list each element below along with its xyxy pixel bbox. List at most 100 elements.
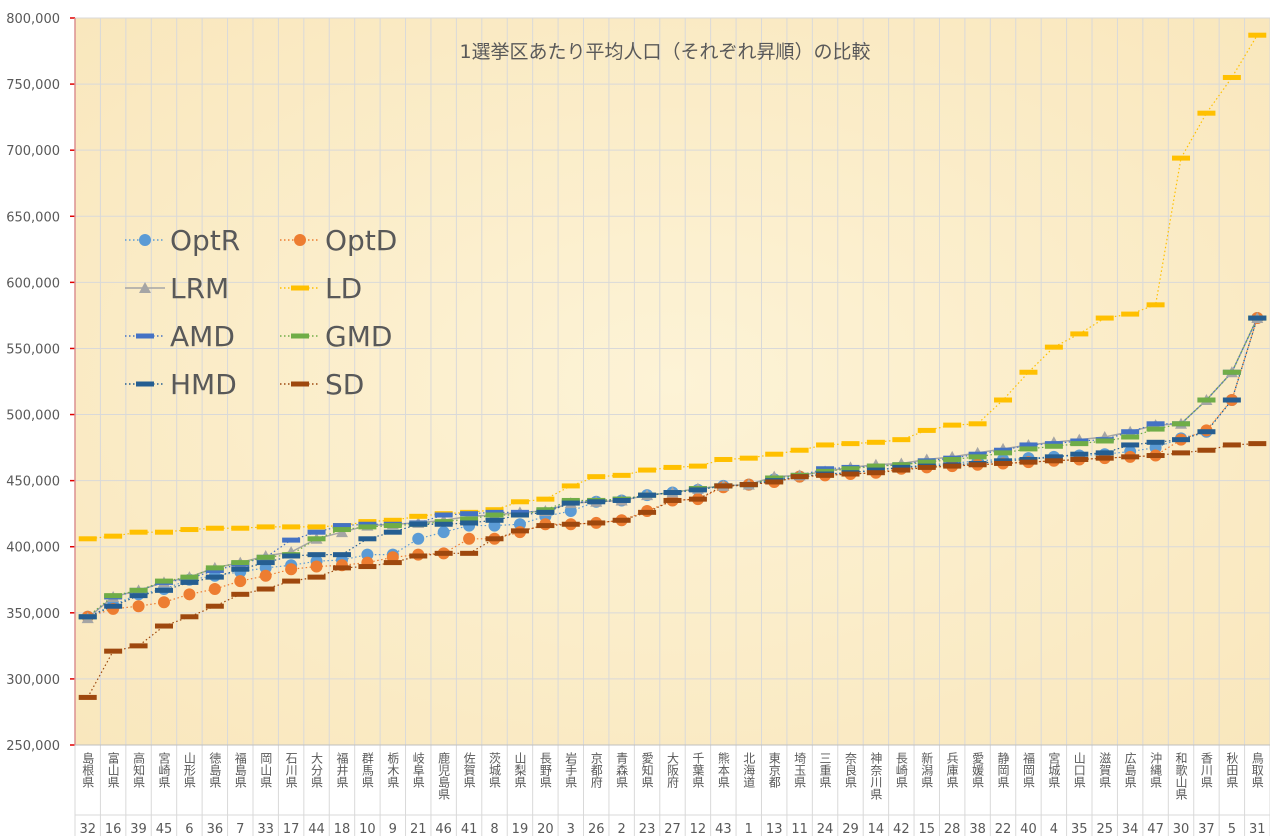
- data-point: [1019, 459, 1038, 465]
- data-point: [180, 574, 199, 580]
- data-point: [282, 537, 301, 543]
- data-point: [180, 614, 199, 620]
- data-point: [1222, 74, 1241, 80]
- y-tick-label: 700,000: [6, 144, 60, 159]
- category-number: 28: [944, 822, 961, 836]
- data-point: [1121, 434, 1140, 440]
- category-number: 35: [1071, 822, 1088, 836]
- data-point: [1095, 315, 1114, 321]
- data-point: [1172, 421, 1191, 427]
- y-tick-label: 250,000: [6, 739, 60, 754]
- category-number: 43: [715, 822, 732, 836]
- data-point: [587, 520, 606, 526]
- x-tick-label: 沖縄県: [1149, 752, 1163, 788]
- x-tick-label: 愛媛県: [971, 752, 985, 788]
- data-point: [129, 593, 148, 599]
- legend-label: AMD: [170, 320, 235, 353]
- data-point: [1019, 442, 1038, 448]
- data-point: [866, 467, 885, 473]
- category-number: 46: [435, 822, 452, 836]
- data-point: [816, 466, 835, 472]
- data-point: [437, 526, 450, 539]
- x-tick-label: 和歌山県: [1174, 752, 1188, 800]
- data-point: [154, 623, 173, 629]
- data-point: [1146, 302, 1165, 308]
- data-point: [129, 587, 148, 593]
- data-point: [78, 614, 97, 620]
- data-point: [841, 471, 860, 477]
- data-point: [485, 536, 504, 542]
- data-point: [231, 525, 250, 531]
- data-point: [285, 563, 298, 576]
- data-point: [282, 524, 301, 530]
- category-number: 37: [1198, 822, 1215, 836]
- x-tick-label: 愛知県: [640, 752, 654, 788]
- data-point: [208, 583, 221, 596]
- category-number: 13: [766, 822, 783, 836]
- y-tick-label: 650,000: [6, 210, 60, 225]
- data-point: [816, 468, 835, 474]
- x-tick-label: 鳥取県: [1250, 751, 1264, 788]
- data-point: [307, 574, 326, 580]
- legend-label: LD: [325, 272, 362, 305]
- category-number: 14: [868, 822, 885, 836]
- data-point: [765, 451, 784, 457]
- x-tick-label: 栃木県: [386, 752, 400, 788]
- x-tick-label: 京都府: [589, 752, 603, 788]
- y-tick-label: 400,000: [6, 541, 60, 556]
- data-point: [256, 560, 275, 566]
- data-point: [332, 523, 351, 529]
- y-tick-label: 350,000: [6, 607, 60, 622]
- data-point: [383, 560, 402, 566]
- data-point: [1146, 426, 1165, 432]
- y-tick-label: 300,000: [6, 673, 60, 688]
- data-point: [968, 451, 987, 457]
- y-tick-label: 550,000: [6, 342, 60, 357]
- data-point: [460, 511, 479, 517]
- category-number: 41: [461, 822, 478, 836]
- data-point: [256, 524, 275, 530]
- data-point: [1019, 456, 1038, 462]
- data-point: [434, 519, 453, 525]
- data-point: [790, 474, 809, 480]
- data-point: [358, 519, 377, 525]
- category-number: 45: [156, 822, 173, 836]
- data-point: [816, 442, 835, 448]
- category-number: 2: [618, 822, 626, 836]
- data-point: [358, 521, 377, 527]
- data-point: [612, 497, 631, 503]
- data-point: [332, 552, 351, 558]
- category-number: 36: [207, 822, 224, 836]
- data-point: [1095, 450, 1114, 456]
- data-point: [1070, 438, 1089, 444]
- series-line: [87, 317, 1258, 618]
- x-tick-label: 秋田県: [1225, 752, 1239, 788]
- x-tick-label: 福島県: [233, 751, 247, 788]
- data-point: [1070, 451, 1089, 457]
- x-tick-label: 佐賀県: [462, 752, 476, 788]
- data-point: [1146, 421, 1165, 427]
- data-point: [561, 483, 580, 489]
- x-tick-label: 岩手県: [564, 751, 578, 788]
- data-point: [1121, 429, 1140, 435]
- data-point: [1095, 455, 1114, 461]
- x-tick-label: 奈良県: [843, 752, 857, 788]
- x-tick-label: 新潟県: [920, 751, 934, 788]
- data-point: [765, 479, 784, 485]
- data-point: [892, 437, 911, 443]
- data-point: [1121, 454, 1140, 460]
- data-point: [1121, 311, 1140, 317]
- data-point: [259, 569, 272, 582]
- legend-marker: [139, 282, 151, 293]
- data-point: [561, 521, 580, 527]
- x-tick-label: 福岡県: [1021, 751, 1035, 788]
- data-point: [256, 554, 275, 560]
- data-point: [332, 527, 351, 533]
- data-point: [205, 565, 224, 571]
- data-point: [510, 512, 529, 518]
- category-number: 34: [1122, 822, 1139, 836]
- legend-marker: [291, 285, 309, 291]
- data-point: [663, 490, 682, 496]
- data-point: [561, 500, 580, 506]
